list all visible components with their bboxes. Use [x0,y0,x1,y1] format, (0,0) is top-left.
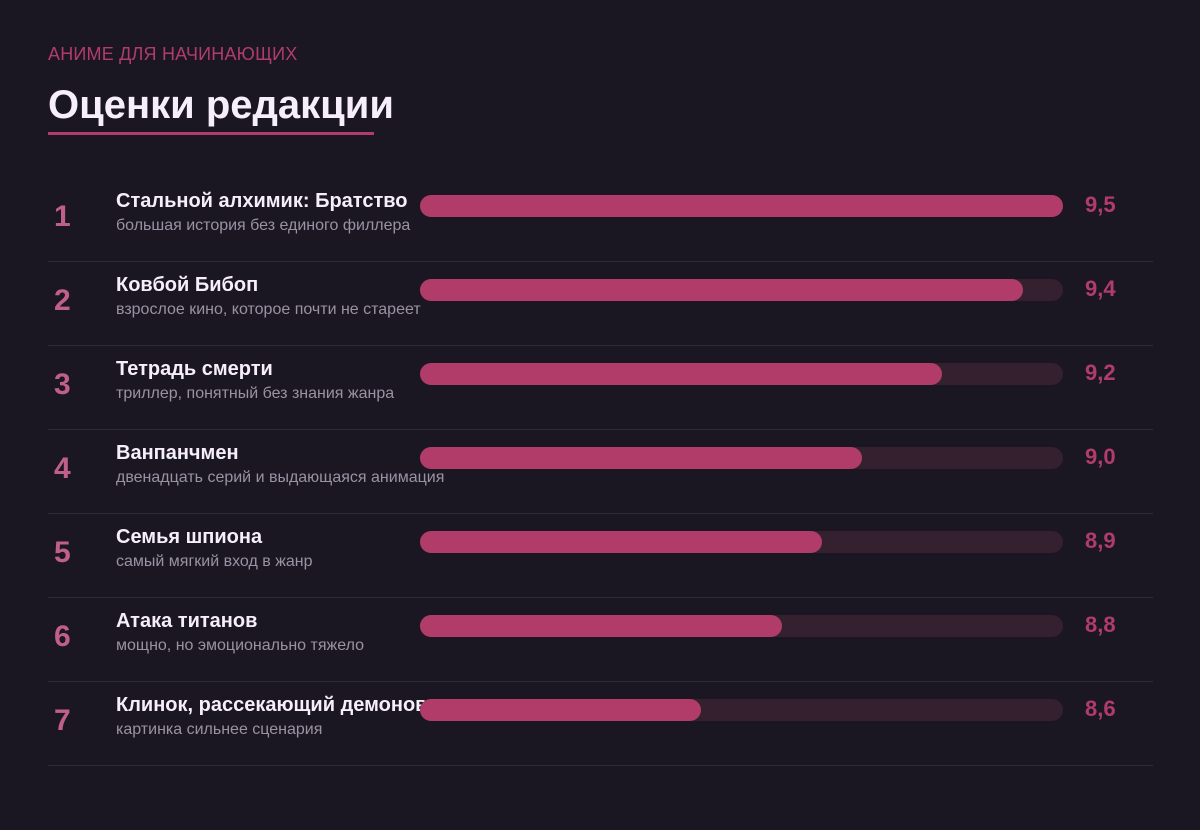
score-bar [420,531,822,553]
anime-title: Атака титанов [116,610,258,632]
score-bar [420,195,1063,217]
score-label: 9,2 [1085,360,1116,385]
score-label: 9,4 [1085,276,1116,301]
score-bar [420,615,782,637]
score-bar-track [420,279,1063,301]
score-bar-track [420,363,1063,385]
anime-title: Семья шпиона [116,526,263,548]
score-bar-track [420,447,1063,469]
anime-title: Клинок, рассекающий демонов [116,694,428,716]
ranking-row: 7 Клинок, рассекающий демонов картинка с… [48,681,1153,766]
score-bar-track [420,699,1063,721]
ranking-row: 1 Стальной алхимик: Братство большая ист… [48,177,1153,262]
anime-description: триллер, понятный без знания жанра [116,385,395,402]
anime-description: картинка сильнее сценария [116,721,323,738]
score-label: 9,0 [1085,444,1116,469]
ranking-row: 4 Ванпанчмен двенадцать серий и выдающая… [48,429,1153,514]
title-underline [48,132,374,135]
anime-description: двенадцать серий и выдающаяся анимация [116,469,445,486]
anime-description: самый мягкий вход в жанр [116,553,313,570]
score-bar [420,279,1023,301]
score-bar [420,699,701,721]
rank-number: 5 [54,536,71,569]
rank-number: 2 [54,284,71,317]
score-bar-track [420,195,1063,217]
anime-description: взрослое кино, которое почти не стареет [116,301,421,318]
ranking-row: 6 Атака титанов мощно, но эмоционально т… [48,597,1153,682]
anime-title: Стальной алхимик: Братство [116,190,408,212]
page-title: Оценки редакции [48,83,394,127]
anime-title: Ковбой Бибоп [116,274,259,296]
score-label: 8,8 [1085,612,1116,637]
rank-number: 3 [54,368,71,401]
score-bar [420,447,862,469]
rank-number: 6 [54,620,71,653]
score-bar [420,363,942,385]
anime-description: большая история без единого филлера [116,217,411,234]
section-kicker: АНИМЕ ДЛЯ НАЧИНАЮЩИХ [48,44,298,64]
score-label: 8,9 [1085,528,1116,553]
anime-title: Тетрадь смерти [116,358,273,380]
anime-description: мощно, но эмоционально тяжело [116,637,364,654]
score-label: 9,5 [1085,192,1116,217]
ranking-row: 2 Ковбой Бибоп взрослое кино, которое по… [48,261,1153,346]
ranking-row: 3 Тетрадь смерти триллер, понятный без з… [48,345,1153,430]
rank-number: 1 [54,200,71,233]
rank-number: 7 [54,704,71,737]
score-bar-track [420,531,1063,553]
ranking-row: 5 Семья шпиона самый мягкий вход в жанр … [48,513,1153,598]
score-label: 8,6 [1085,696,1116,721]
rank-number: 4 [54,452,71,485]
anime-title: Ванпанчмен [116,442,239,464]
score-bar-track [420,615,1063,637]
